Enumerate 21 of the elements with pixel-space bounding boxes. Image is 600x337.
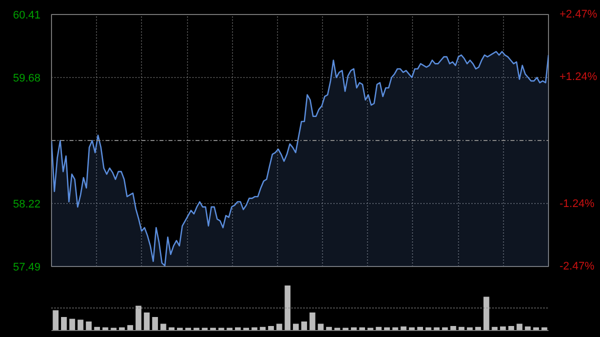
y-tick-label: 60.41 — [12, 10, 41, 22]
bar — [301, 322, 308, 330]
bar — [61, 317, 67, 330]
y-tick-label: 57.49 — [12, 262, 41, 274]
y2-tick-label: -1.24% — [560, 198, 595, 210]
bar — [78, 320, 84, 330]
bar — [152, 317, 158, 330]
bar — [52, 310, 59, 330]
bar — [483, 296, 490, 330]
y2-tick-label: -2.47% — [560, 260, 595, 272]
bar — [292, 324, 299, 330]
y-tick-label: 59.68 — [12, 72, 41, 84]
bar — [268, 326, 274, 330]
bar — [144, 312, 150, 330]
y2-tick-label: +2.47% — [560, 8, 598, 20]
y2-tick-label: +1.24% — [560, 71, 598, 84]
bar — [516, 324, 522, 330]
bar — [136, 306, 142, 330]
bar — [284, 286, 290, 330]
bar — [310, 312, 316, 330]
y-tick-label: 58.22 — [12, 198, 41, 210]
